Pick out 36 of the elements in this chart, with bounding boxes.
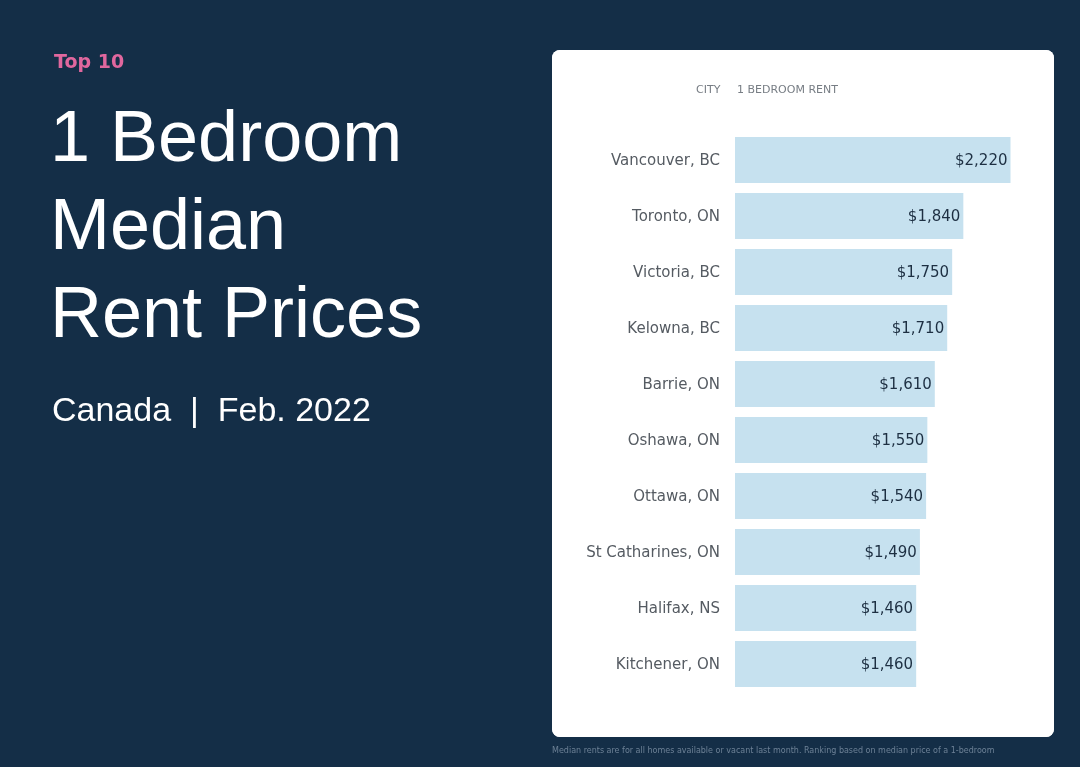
bar [735, 473, 927, 519]
text: Median rents are for all homes available or vacant last month. Ranking based on median price of a 1-bedroom [552, 746, 996, 756]
bar [735, 361, 935, 407]
text: Canada | Feb. 2022 [52, 390, 371, 429]
y-tick-label: Oshawa, ON [627, 431, 720, 450]
y-tick-label: Toronto, ON [631, 207, 720, 226]
y-tick-label: Victoria, BC [633, 263, 720, 282]
text: 1 Bedroom Median Rent Prices [50, 95, 424, 354]
data-label: $1,490 [864, 543, 917, 561]
y-tick-label: Halifax, NS [637, 599, 720, 618]
bar [735, 529, 920, 575]
x-axis-title: 1 BEDROOM RENT [737, 83, 839, 96]
data-label: $2,220 [955, 151, 1008, 169]
y-tick-label: Kitchener, ON [615, 655, 720, 674]
bar [735, 585, 917, 631]
bar [735, 193, 964, 239]
data-label: $1,710 [891, 319, 945, 337]
y-tick-label: Barrie, ON [642, 375, 720, 394]
data-label: $1,460 [860, 655, 914, 673]
data-label: $1,460 [860, 599, 914, 617]
data-label: $1,840 [907, 207, 961, 225]
y-axis-title: CITY [696, 83, 721, 96]
bar [735, 137, 1011, 183]
bar [735, 641, 917, 687]
data-label: $1,540 [870, 487, 924, 505]
data-label: $1,550 [871, 431, 925, 449]
y-tick-label: Vancouver, BC [610, 151, 720, 170]
y-tick-label: St Catharines, ON [586, 543, 720, 562]
data-label: $1,610 [879, 375, 932, 393]
bar [735, 249, 953, 295]
data-label: $1,750 [896, 263, 950, 281]
bar [735, 417, 928, 463]
y-tick-label: Ottawa, ON [633, 487, 720, 506]
bar [735, 305, 948, 351]
text: Top 10 [54, 50, 125, 72]
y-tick-label: Kelowna, BC [627, 319, 720, 338]
